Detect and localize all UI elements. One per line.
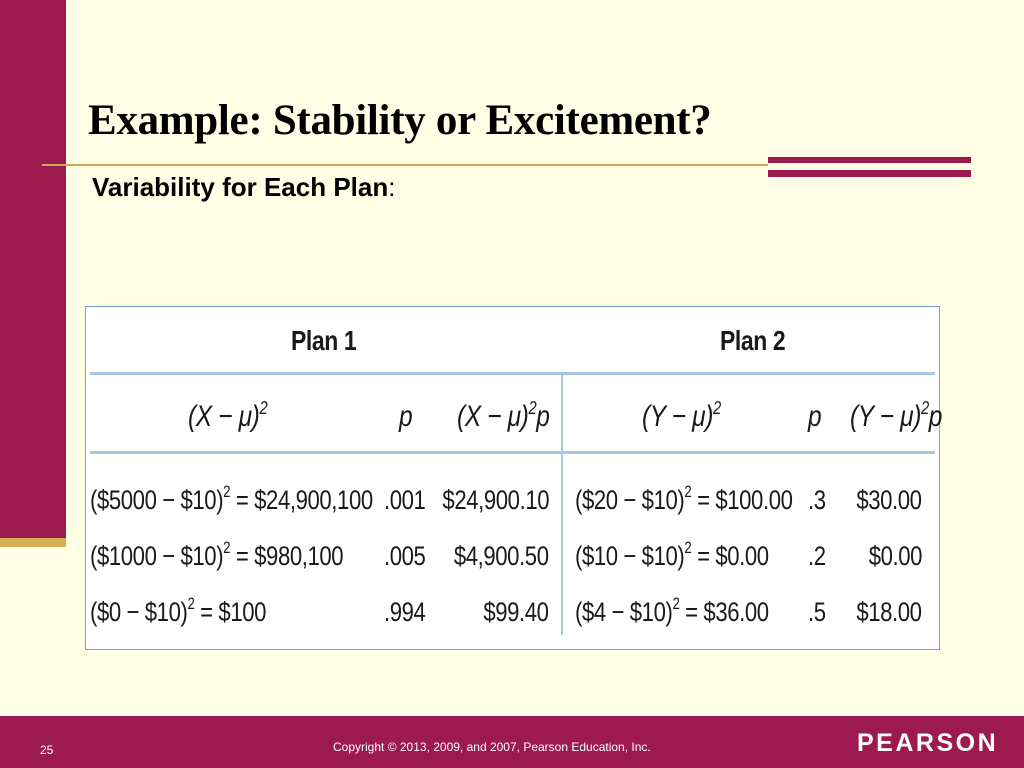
plan2-row3-product: $18.00: [856, 597, 923, 627]
plan2-row1-lhs: ($20 − $10): [575, 485, 685, 515]
title-accent-bar-top: [768, 157, 971, 163]
plan1-row1-p: .001: [384, 485, 426, 515]
plan2-col-weighted: (Y − μ)2p: [850, 398, 943, 433]
slide-subtitle: Variability for Each Plan:: [92, 172, 395, 203]
plan1-heading: Plan 1: [291, 325, 357, 356]
slide-title: Example: Stability or Excitement?: [88, 97, 712, 144]
pearson-logo: PEARSON: [857, 729, 999, 757]
plan2-col-probability: p: [808, 400, 822, 433]
plan1-row3-rhs: = $100: [194, 597, 267, 627]
plan2-heading: Plan 2: [720, 325, 786, 356]
title-underline: [42, 164, 768, 166]
plan2-row2-lhs: ($10 − $10): [575, 541, 685, 571]
plan1-row3-product: $99.40: [483, 597, 550, 627]
header-divider: [90, 451, 935, 454]
plan1-row1-lhs: ($5000 − $10): [90, 485, 224, 515]
plan2-col-product-suffix: p: [928, 400, 943, 433]
plan1-row2-lhs: ($1000 − $10): [90, 541, 224, 571]
table-row: ($5000 − $10)2 = $24,900,100: [90, 483, 373, 515]
plan1-row2-product: $4,900.50: [454, 541, 549, 571]
plan1-col-product-text: (X − μ): [457, 400, 529, 433]
plan1-col-product-suffix: p: [536, 400, 550, 433]
plan1-row1-product: $24,900.10: [442, 485, 549, 515]
plan-divider: [561, 373, 563, 635]
page-number: 25: [40, 743, 54, 757]
subtitle-colon: :: [388, 172, 396, 202]
plan2-row1-rhs: = $100.00: [691, 485, 793, 515]
plan2-row3-rhs: = $36.00: [679, 597, 769, 627]
plan2-col-sq-text: (Y − μ): [642, 400, 713, 433]
plan1-row2-p: .005: [384, 541, 426, 571]
subtitle-text: Variability for Each Plan: [92, 172, 389, 202]
table-row: ($20 − $10)2 = $100.00: [575, 483, 793, 515]
title-accent-bar-bottom: [768, 170, 971, 177]
plan1-col-weighted: (X − μ)2p: [457, 398, 550, 433]
plan2-row3-p: .5: [808, 597, 826, 627]
plan2-row2-rhs: = $0.00: [691, 541, 769, 571]
left-accent-rule: [0, 538, 66, 547]
plan1-row3-p: .994: [384, 597, 426, 627]
plan1-row1-rhs: = $24,900,100: [230, 485, 373, 515]
table-row: ($1000 − $10)2 = $980,100: [90, 539, 344, 571]
plan2-row2-product: $0.00: [868, 541, 923, 571]
plan1-col-squared-deviation: (X − μ)2: [188, 398, 268, 433]
plan1-col-sq-text: (X − μ): [188, 400, 260, 433]
left-accent-bar: [0, 0, 66, 538]
plan1-row2-rhs: = $980,100: [230, 541, 344, 571]
variability-table: Plan 1 Plan 2 (X − μ)2 p (X − μ)2p (Y − …: [85, 306, 943, 650]
table-row: ($10 − $10)2 = $0.00: [575, 539, 769, 571]
plan1-row3-lhs: ($0 − $10): [90, 597, 188, 627]
table-row: ($4 − $10)2 = $36.00: [575, 595, 769, 627]
plan1-col-probability: p: [399, 400, 413, 433]
footer-bar: [0, 716, 1024, 768]
plan2-row1-p: .3: [808, 485, 826, 515]
plan2-row3-lhs: ($4 − $10): [575, 597, 673, 627]
plan2-col-product-text: (Y − μ): [850, 400, 921, 433]
copyright-notice: Copyright © 2013, 2009, and 2007, Pearso…: [333, 740, 651, 754]
heading-divider: [90, 372, 935, 375]
plan2-col-squared-deviation: (Y − μ)2: [642, 398, 721, 433]
plan2-row2-p: .2: [808, 541, 826, 571]
plan2-row1-product: $30.00: [856, 485, 923, 515]
table-row: ($0 − $10)2 = $100: [90, 595, 267, 627]
